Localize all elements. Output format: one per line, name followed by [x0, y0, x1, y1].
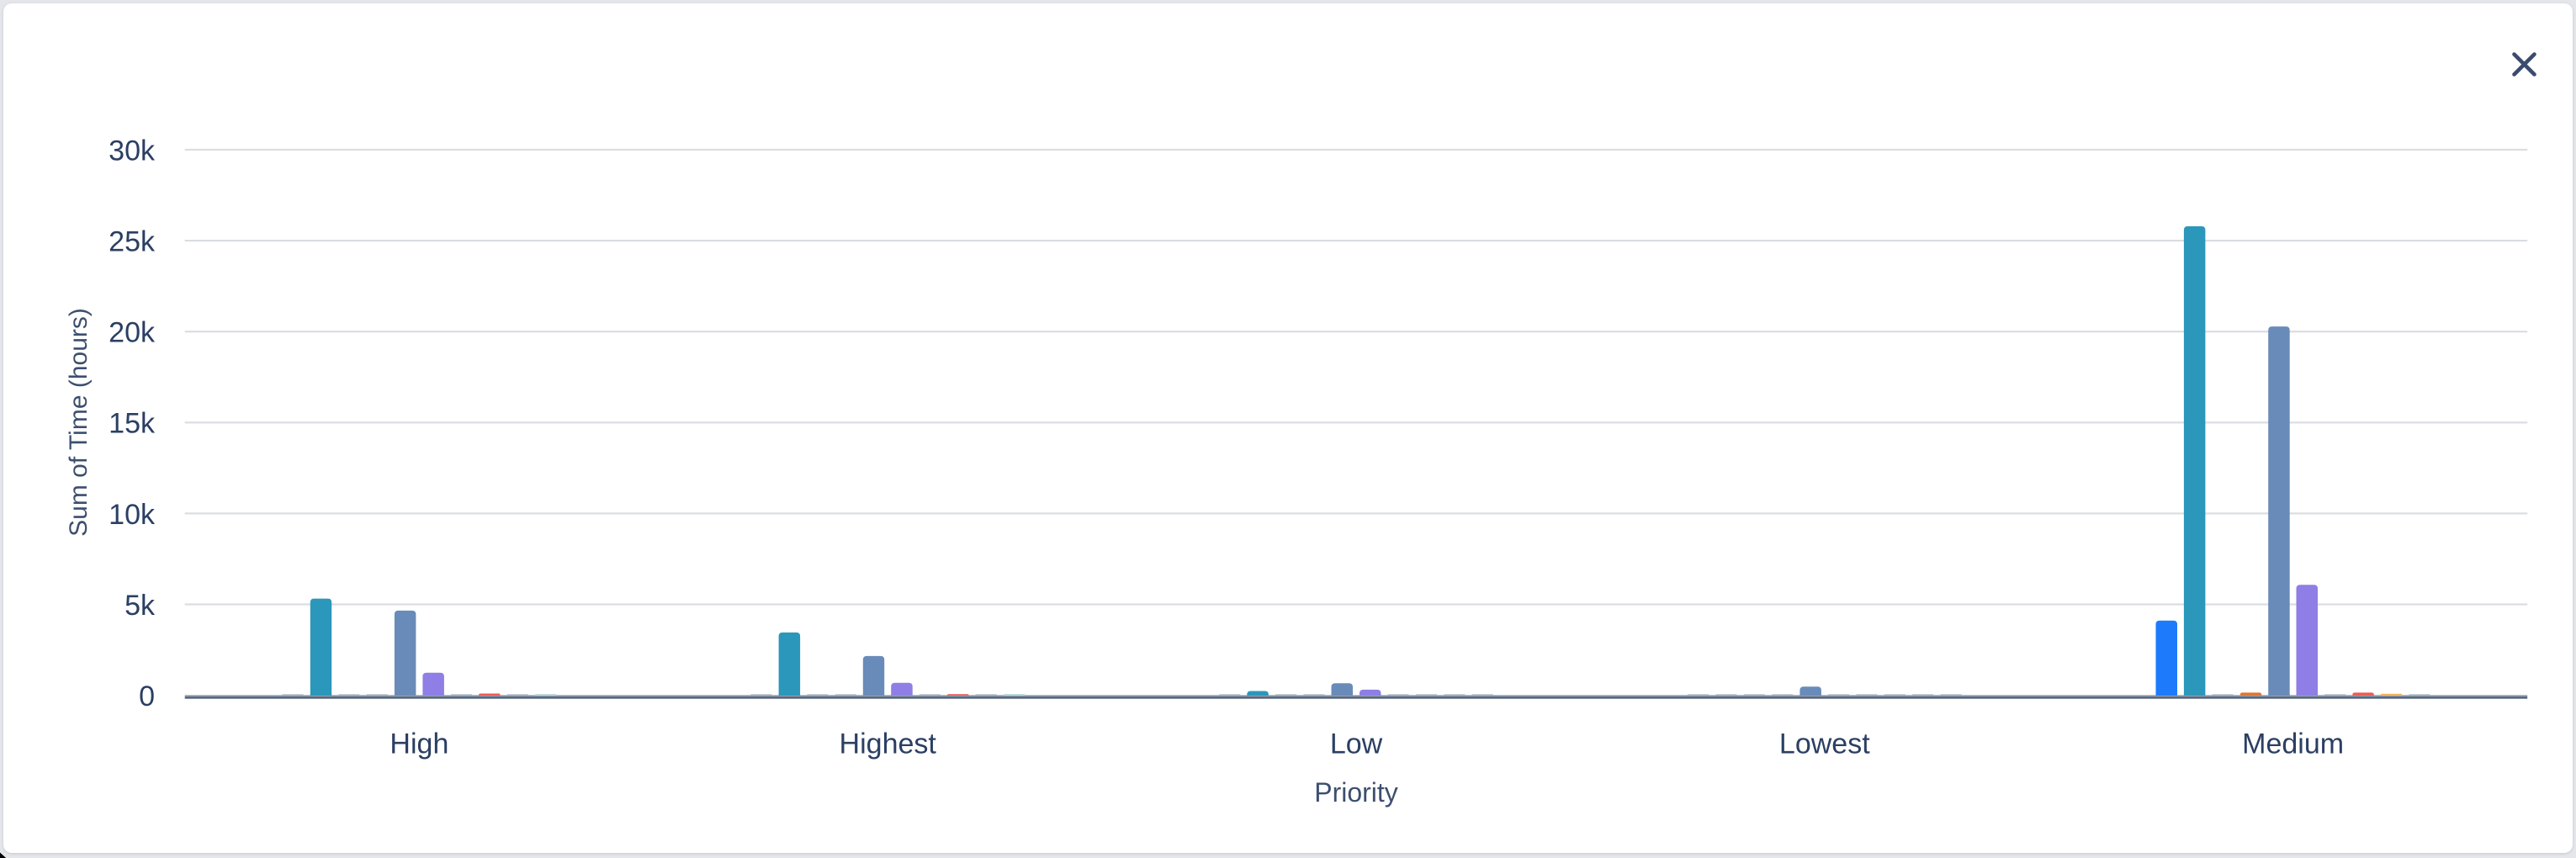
svg-text:Low: Low [1330, 728, 1383, 760]
svg-text:10k: 10k [109, 499, 156, 531]
svg-text:25k: 25k [109, 226, 156, 258]
svg-text:5k: 5k [125, 590, 156, 622]
svg-text:Sum of Time (hours): Sum of Time (hours) [65, 308, 93, 537]
svg-text:High: High [390, 728, 448, 760]
svg-text:Highest: Highest [840, 728, 937, 760]
svg-text:30k: 30k [109, 135, 156, 167]
svg-text:20k: 20k [109, 317, 156, 349]
svg-text:Medium: Medium [2242, 728, 2344, 760]
svg-text:Priority: Priority [1314, 777, 1398, 808]
svg-text:15k: 15k [109, 408, 156, 440]
svg-text:Lowest: Lowest [1779, 728, 1870, 760]
svg-text:0: 0 [139, 681, 155, 712]
